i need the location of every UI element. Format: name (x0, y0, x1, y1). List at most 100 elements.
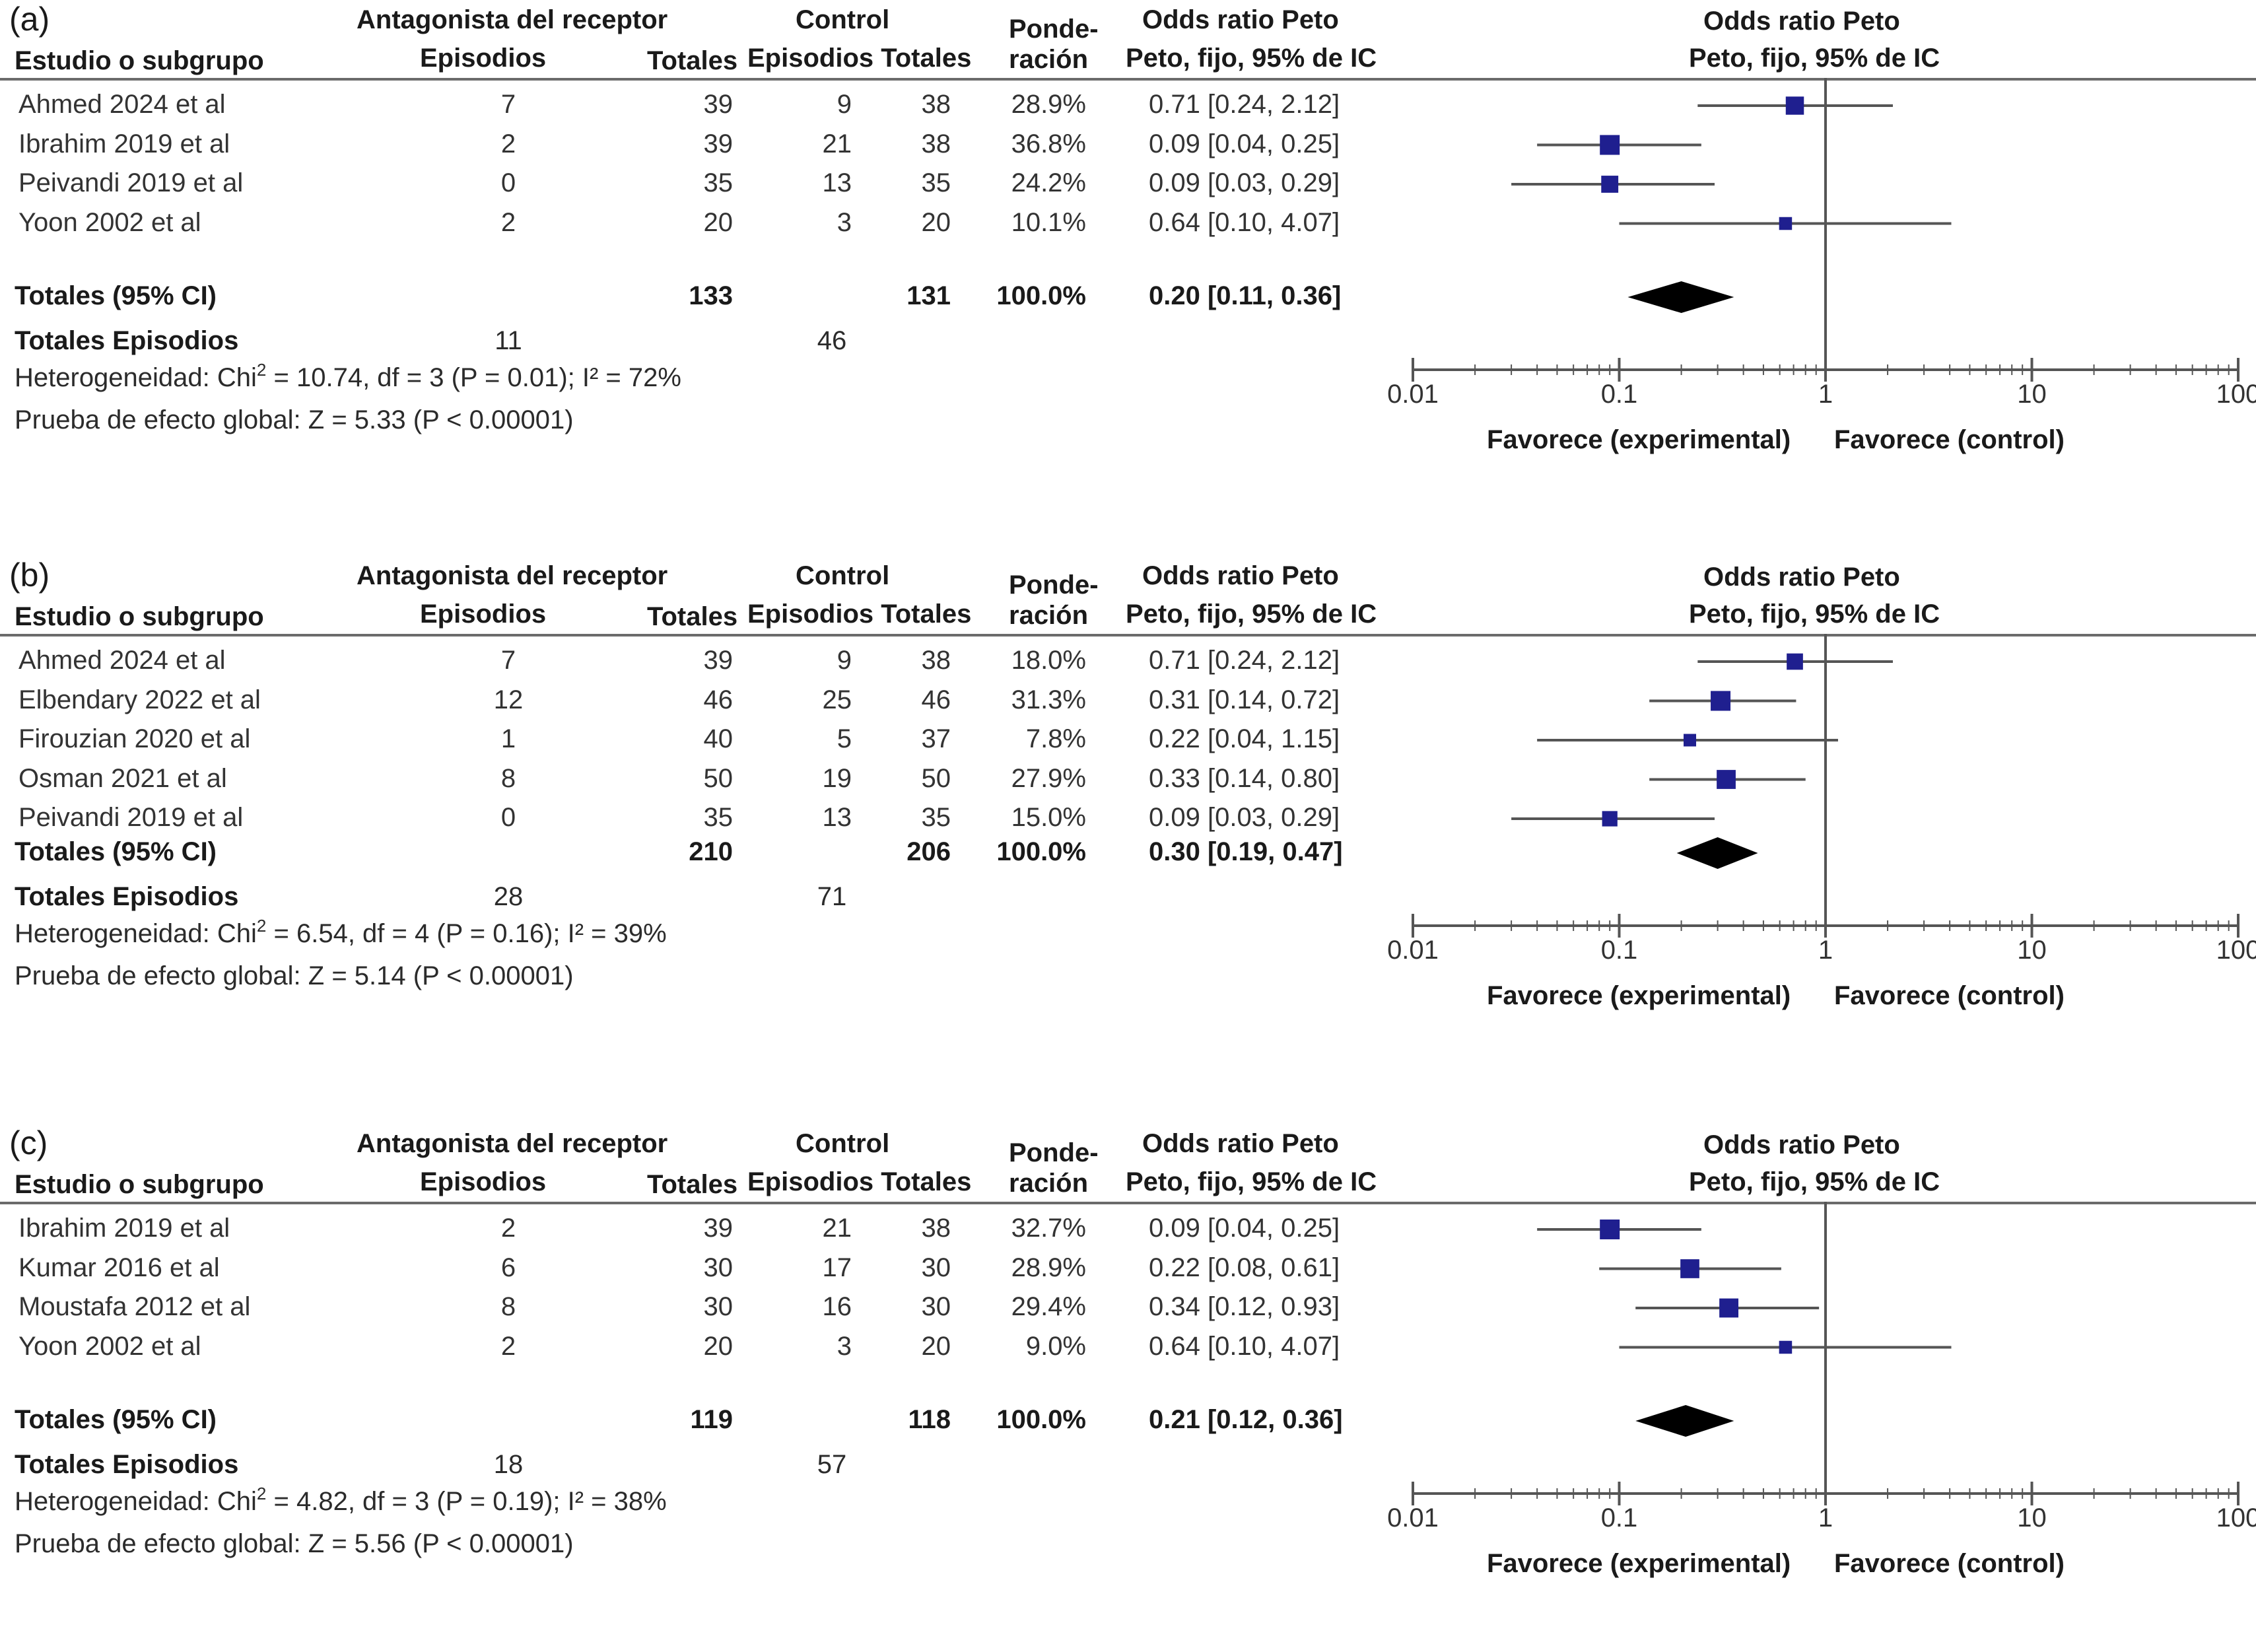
total-n2: 118 (908, 1405, 951, 1434)
totals-n1: 39 (703, 90, 734, 119)
study-name: Elbendary 2022 et al (18, 685, 261, 714)
or-ci-value: 0.09 [0.04, 0.25] (1149, 1214, 1340, 1243)
study-name: Osman 2021 et al (18, 763, 227, 793)
x-tick-label: 0.1 (1601, 936, 1638, 965)
weight-value: 18.0% (1011, 646, 1086, 675)
study-name: Peivandi 2019 et al (18, 803, 244, 832)
total-events-label: Totales Episodios (15, 326, 239, 355)
weight-value: 31.3% (1011, 685, 1086, 714)
totals-header: Totales (647, 1170, 738, 1199)
x-tick-label: 10 (2017, 1503, 2047, 1532)
heterogeneity-label: Heterogeneidad: Chi (15, 363, 257, 392)
overall-label: Prueba de efecto global: (15, 1529, 308, 1558)
totals-n2: 37 (921, 724, 951, 753)
x-tick-label: 1 (1818, 1503, 1833, 1532)
overall-value: Z = 5.56 (P < 0.00001) (308, 1529, 574, 1558)
forest-panel: (a) Antagonista del receptor Control Pon… (0, 0, 2256, 528)
or-ci-value: 0.71 [0.24, 2.12] (1149, 646, 1340, 675)
events-header: Episodios (420, 600, 547, 629)
group-header: Antagonista del receptor (357, 5, 668, 34)
totals-n1: 50 (703, 763, 734, 793)
events-header: Episodios (420, 44, 547, 73)
overall-value: Z = 5.33 (P < 0.00001) (308, 405, 574, 434)
study-marker (1602, 811, 1618, 827)
events-e1: 12 (493, 685, 524, 714)
totals-n1: 46 (703, 685, 734, 714)
heterogeneity-value: = 10.74, df = 3 (P = 0.01); I² = 72% (266, 363, 681, 392)
weight-header-2: ración (1009, 601, 1089, 630)
control-header: Control (796, 1129, 890, 1158)
totals-n2: 38 (921, 1214, 951, 1243)
heterogeneity-value: = 4.82, df = 3 (P = 0.19); I² = 38% (266, 1487, 667, 1516)
overall-effect-line: Prueba de efecto global: Z = 5.33 (P < 0… (15, 407, 574, 433)
or-ci-value: 0.64 [0.10, 4.07] (1149, 207, 1340, 237)
weight-header-1: Ponde- (1009, 1138, 1099, 1167)
or-ci-value: 0.09 [0.03, 0.29] (1149, 168, 1340, 197)
control-header: Control (796, 561, 890, 590)
forest-plot: 0.01 0.1 1 10 100 (1387, 78, 2256, 409)
favours-control: Favorece (control) (1834, 981, 2065, 1010)
total-events-e2: 57 (817, 1450, 847, 1479)
totals-n2: 35 (921, 168, 951, 197)
favours-control: Favorece (control) (1834, 425, 2065, 454)
weight-value: 28.9% (1011, 90, 1086, 119)
total-or: 0.20 [0.11, 0.36] (1149, 281, 1342, 310)
total-n1: 133 (689, 281, 733, 310)
panel-label: (b) (9, 557, 50, 594)
x-tick-label: 1 (1818, 936, 1833, 965)
x-tick-label: 0.01 (1387, 1503, 1439, 1532)
group-header: Antagonista del receptor (357, 561, 668, 590)
or-ci-value: 0.09 [0.04, 0.25] (1149, 129, 1340, 158)
total-weight: 100.0% (996, 837, 1086, 866)
study-marker (1601, 176, 1619, 193)
totals-n1: 39 (703, 129, 734, 158)
totals-n2: 38 (921, 646, 951, 675)
or-ci-value: 0.22 [0.08, 0.61] (1149, 1253, 1340, 1282)
study-name: Ibrahim 2019 et al (18, 1214, 230, 1243)
events-e1: 2 (500, 1214, 516, 1243)
totals-n1: 30 (703, 1292, 734, 1321)
total-events-label: Totales Episodios (15, 882, 239, 911)
forest-panel: (c) Antagonista del receptor Control Pon… (0, 1124, 2256, 1652)
favours-experimental: Favorece (experimental) (1487, 425, 1791, 454)
study-column-header: Estudio o subgrupo (15, 602, 264, 631)
panel-label: (c) (9, 1124, 48, 1161)
totals-n2: 38 (921, 129, 951, 158)
total-n1: 210 (689, 837, 733, 866)
totals-ci-label: Totales (95% CI) (15, 837, 217, 866)
heterogeneity-value: = 6.54, df = 4 (P = 0.16); I² = 39% (266, 919, 667, 948)
forest-plot: 0.01 0.1 1 10 100 (1387, 634, 2256, 965)
weight-header-2: ración (1009, 45, 1089, 74)
totals-n1: 35 (703, 803, 734, 832)
heterogeneity-line: Heterogeneidad: Chi2 = 4.82, df = 3 (P =… (15, 1485, 667, 1516)
totals-ci-label: Totales (95% CI) (15, 1405, 217, 1434)
events-e2: 25 (822, 685, 852, 714)
weight-value: 28.9% (1011, 1253, 1086, 1282)
study-marker (1787, 653, 1803, 670)
events-e1: 1 (500, 724, 516, 753)
or-method-header: Peto, fijo, 95% de IC (1126, 1167, 1377, 1196)
events-e2: 17 (822, 1253, 852, 1282)
events-e1: 6 (500, 1253, 516, 1282)
totals-n1: 39 (703, 646, 734, 675)
study-name: Ahmed 2024 et al (18, 90, 226, 119)
plot-title: Odds ratio Peto (1703, 7, 1900, 36)
total-weight: 100.0% (996, 1405, 1086, 1434)
forest-panel: (b) Antagonista del receptor Control Pon… (0, 556, 2256, 1084)
heterogeneity-sup: 2 (256, 360, 267, 380)
plot-method: Peto, fijo, 95% de IC (1689, 600, 1940, 629)
weight-header-1: Ponde- (1009, 15, 1099, 44)
x-tick-label: 10 (2017, 936, 2047, 965)
x-tick-label: 0.01 (1387, 936, 1439, 965)
events-e2: 19 (822, 763, 852, 793)
study-marker (1719, 1298, 1739, 1318)
study-name: Moustafa 2012 et al (18, 1292, 251, 1321)
heterogeneity-sup: 2 (256, 916, 267, 936)
study-name: Firouzian 2020 et al (18, 724, 251, 753)
x-tick-label: 0.1 (1601, 380, 1638, 409)
header-rule (0, 634, 2256, 637)
overall-effect-line: Prueba de efecto global: Z = 5.56 (P < 0… (15, 1531, 574, 1557)
weight-value: 32.7% (1011, 1214, 1086, 1243)
events-e1: 0 (500, 803, 516, 832)
total-weight: 100.0% (996, 281, 1086, 310)
